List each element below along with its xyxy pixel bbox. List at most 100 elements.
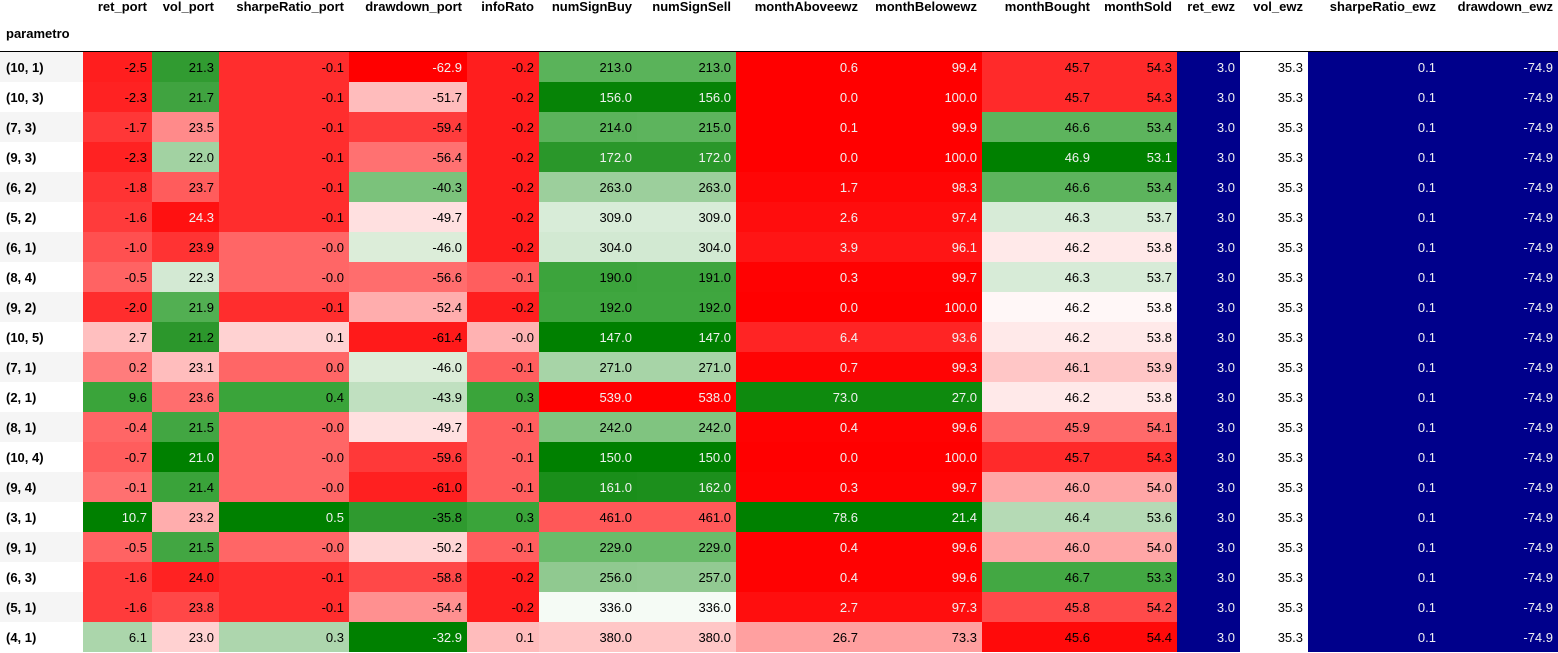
table-cell: 3.0 [1177, 442, 1240, 472]
table-cell: -0.1 [467, 442, 539, 472]
table-cell: -0.0 [219, 232, 349, 262]
table-cell: -58.8 [349, 562, 467, 592]
table-cell: -0.2 [467, 562, 539, 592]
table-cell: 53.4 [1095, 112, 1177, 142]
table-cell: 46.3 [982, 202, 1095, 232]
blank-corner-cell [0, 0, 83, 16]
table-cell: 100.0 [863, 142, 982, 172]
table-cell: 0.1 [1308, 382, 1441, 412]
table-cell: 0.4 [736, 412, 863, 442]
blank-header-cell [1441, 16, 1558, 52]
table-cell: 35.3 [1240, 532, 1308, 562]
table-cell: 53.4 [1095, 172, 1177, 202]
table-cell: 35.3 [1240, 232, 1308, 262]
table-cell: -0.1 [219, 82, 349, 112]
table-cell: 22.0 [152, 142, 219, 172]
table-cell: -0.7 [83, 442, 152, 472]
table-cell: -1.7 [83, 112, 152, 142]
table-cell: 147.0 [539, 322, 637, 352]
blank-header-cell [1177, 16, 1240, 52]
table-cell: 46.2 [982, 232, 1095, 262]
table-cell: 35.3 [1240, 292, 1308, 322]
table-cell: 35.3 [1240, 352, 1308, 382]
table-cell: 99.6 [863, 412, 982, 442]
table-cell: 147.0 [637, 322, 736, 352]
table-cell: -74.9 [1441, 142, 1558, 172]
table-cell: 3.0 [1177, 202, 1240, 232]
table-cell: 156.0 [539, 82, 637, 112]
table-cell: 35.3 [1240, 562, 1308, 592]
table-cell: 3.0 [1177, 172, 1240, 202]
table-cell: 156.0 [637, 82, 736, 112]
table-row: (10, 5) 2.7 21.2 0.1 -61.4 -0.0 147.0 147.0 6.4 9… [0, 322, 1558, 352]
table-cell: -1.0 [83, 232, 152, 262]
table-cell: 0.1 [1308, 202, 1441, 232]
table-cell: 53.8 [1095, 292, 1177, 322]
table-cell: -0.2 [467, 112, 539, 142]
table-cell: 0.3 [219, 622, 349, 652]
table-cell: -0.0 [219, 262, 349, 292]
table-cell: 3.0 [1177, 352, 1240, 382]
table-cell: 54.3 [1095, 442, 1177, 472]
table-cell: -1.8 [83, 172, 152, 202]
table-cell: 54.0 [1095, 472, 1177, 502]
table-row: (6, 3) -1.6 24.0 -0.1 -58.8 -0.2 256.0 257.0 0.4… [0, 562, 1558, 592]
table-cell: 97.4 [863, 202, 982, 232]
table-cell: 35.3 [1240, 322, 1308, 352]
table-row: (2, 1) 9.6 23.6 0.4 -43.9 0.3 539.0 538.0 73.0 27… [0, 382, 1558, 412]
row-index-label: (10, 3) [6, 89, 44, 105]
table-cell: 46.9 [982, 142, 1095, 172]
table-cell: 213.0 [539, 51, 637, 82]
table-cell: 35.3 [1240, 112, 1308, 142]
table-cell: 162.0 [637, 472, 736, 502]
table-cell: -0.1 [219, 112, 349, 142]
table-cell: 3.0 [1177, 412, 1240, 442]
table-cell: 263.0 [539, 172, 637, 202]
table-cell: 96.1 [863, 232, 982, 262]
row-index-label: (2, 1) [6, 389, 37, 405]
table-cell: 271.0 [637, 352, 736, 382]
table-cell: 3.0 [1177, 51, 1240, 82]
table-cell: 24.3 [152, 202, 219, 232]
table-cell: -2.0 [83, 292, 152, 322]
table-row: (10, 1) -2.5 21.3 -0.1 -62.9 -0.2 213.0 213.0 0.… [0, 51, 1558, 82]
table-cell: 172.0 [539, 142, 637, 172]
row-index-label: (5, 2) [6, 209, 37, 225]
table-cell: 21.3 [152, 51, 219, 82]
row-index-label: (8, 1) [0, 412, 83, 442]
table-cell: 172.0 [637, 142, 736, 172]
column-header: sharpeRatio_port [236, 0, 344, 14]
table-cell: 99.3 [863, 352, 982, 382]
column-header: ret_port [97, 0, 147, 14]
column-header: monthBought [1004, 0, 1090, 14]
table-cell: 3.0 [1177, 562, 1240, 592]
table-cell: -74.9 [1441, 172, 1558, 202]
table-cell: 304.0 [637, 232, 736, 262]
table-cell: -51.7 [349, 82, 467, 112]
table-row: (9, 1) -0.5 21.5 -0.0 -50.2 -0.1 229.0 229.0 0.4… [0, 532, 1558, 562]
table-cell: -74.9 [1441, 502, 1558, 532]
table-cell: 3.0 [1177, 502, 1240, 532]
table-cell: 336.0 [637, 592, 736, 622]
table-row: (5, 1) -1.6 23.8 -0.1 -54.4 -0.2 336.0 336.0 2.7… [0, 592, 1558, 622]
table-cell: 23.9 [152, 232, 219, 262]
table-cell: 0.1 [1308, 502, 1441, 532]
table-cell: 35.3 [1240, 412, 1308, 442]
table-cell: 46.0 [982, 532, 1095, 562]
table-cell: -74.9 [1441, 51, 1558, 82]
table-cell: 21.5 [152, 532, 219, 562]
table-cell: -0.5 [83, 262, 152, 292]
row-index-label: (6, 1) [0, 232, 83, 262]
table-cell: -54.4 [349, 592, 467, 622]
table-cell: 539.0 [539, 382, 637, 412]
table-cell: 99.9 [863, 112, 982, 142]
table-cell: -74.9 [1441, 292, 1558, 322]
table-cell: 192.0 [539, 292, 637, 322]
table-cell: 3.0 [1177, 292, 1240, 322]
table-cell: 190.0 [539, 262, 637, 292]
row-index-label: (10, 1) [0, 51, 83, 82]
table-row: (5, 2) -1.6 24.3 -0.1 -49.7 -0.2 309.0 309.0 2.6… [0, 202, 1558, 232]
table-cell: 3.0 [1177, 382, 1240, 412]
table-cell: 0.1 [1308, 172, 1441, 202]
table-cell: 0.0 [736, 82, 863, 112]
